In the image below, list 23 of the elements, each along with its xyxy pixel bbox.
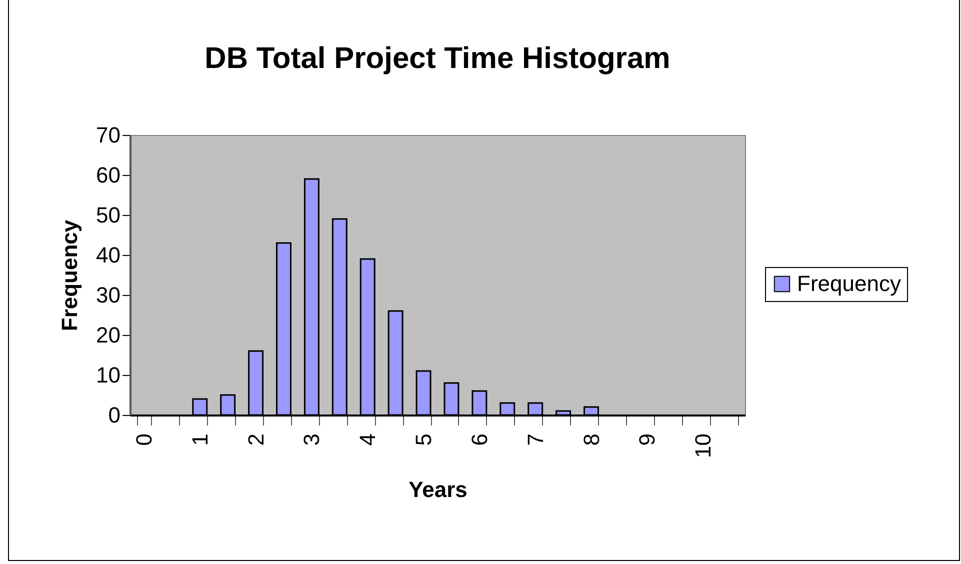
x-tick-label: 9 [634, 434, 660, 446]
x-tick-label: 6 [466, 434, 492, 446]
x-axis-title: Years [408, 476, 468, 502]
y-tick-label: 70 [96, 122, 120, 148]
x-tick-label: 0 [131, 434, 156, 446]
y-tick-label: 60 [96, 162, 120, 188]
y-tick-label: 50 [96, 202, 120, 228]
x-tick-label: 4 [355, 434, 380, 446]
y-tick-label: 10 [96, 362, 120, 388]
y-tick-label: 0 [108, 402, 120, 428]
y-tick-label: 30 [96, 282, 120, 308]
y-tick-label: 20 [96, 322, 120, 348]
x-tick-label: 10 [690, 434, 716, 458]
x-tick-label: 5 [411, 434, 436, 446]
y-tick-label: 40 [96, 242, 120, 268]
x-tick-label: 8 [578, 434, 604, 446]
x-tick-label: 2 [243, 434, 268, 446]
x-tick-label: 1 [187, 434, 212, 446]
legend-label: Frequency [797, 271, 901, 296]
x-tick-label: 3 [299, 434, 324, 446]
chart-title: DB Total Project Time Histogram [204, 42, 670, 75]
y-axis-title: Frequency [57, 219, 82, 332]
x-tick-label: 7 [522, 434, 548, 446]
